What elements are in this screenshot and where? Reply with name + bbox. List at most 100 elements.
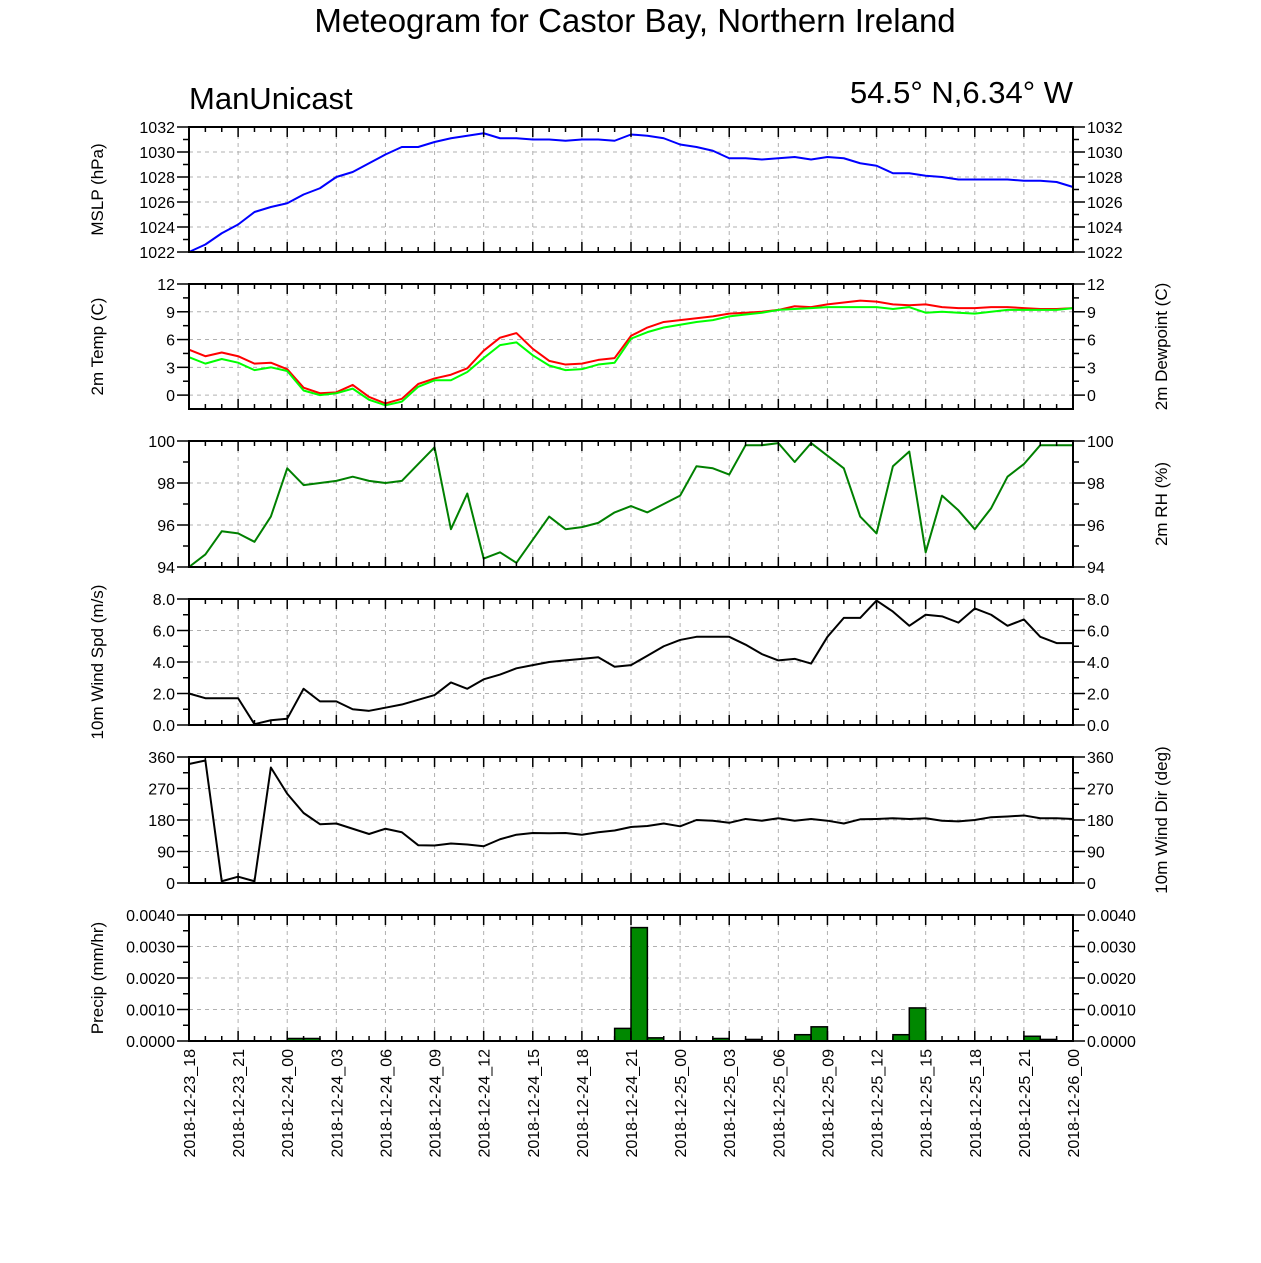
precip-bar [908, 1007, 927, 1042]
y-tick-label-right: 270 [1087, 782, 1114, 799]
y-tick-label-left: 9 [166, 305, 175, 322]
y-tick-label-left: 0.0000 [126, 1034, 175, 1051]
panel-mslp: 1022 1022 1024 1024 1026 1026 1028 1028 1030 1030… [88, 120, 1123, 262]
panel-precip: 0.0000 0.0000 0.0010 0.0010 0.0020 0.0020 0.00… [88, 908, 1136, 1051]
x-tick-label: 2018-12-24_15 [526, 1049, 543, 1158]
y-tick-label-right: 1028 [1087, 170, 1123, 187]
x-tick-label: 2018-12-24_03 [329, 1049, 346, 1158]
y-tick-label-left: 0.0010 [126, 1003, 175, 1020]
y-tick-label-right: 1024 [1087, 220, 1123, 237]
y-tick-label-right: 0.0020 [1087, 971, 1136, 988]
y-tick-label-left: 96 [157, 518, 175, 535]
y-tick-label-left: 3 [166, 360, 175, 377]
panel-wind_speed: 0.0 0.0 2.0 2.0 4.0 4.0 6.0 6.0 8.0 8.0 10m Wind S… [88, 585, 1109, 740]
y-tick-label-left: 360 [148, 750, 175, 767]
y-tick-label-left: 0.0030 [126, 940, 175, 957]
y-tick-label-right: 1032 [1087, 120, 1123, 137]
y-tick-label-left: 1032 [139, 120, 175, 137]
y-axis-label-right: 2m RH (%) [1152, 462, 1171, 546]
y-tick-label-left: 100 [148, 434, 175, 451]
y-tick-label-left: 12 [157, 277, 175, 294]
x-tick-label: 2018-12-25_00 [673, 1049, 690, 1158]
y-tick-label-left: 270 [148, 782, 175, 799]
y-tick-label-left: 2.0 [153, 687, 175, 704]
y-tick-label-left: 8.0 [153, 592, 175, 609]
x-tick-label: 2018-12-24_12 [477, 1049, 494, 1158]
y-tick-label-right: 1030 [1087, 145, 1123, 162]
y-tick-label-right: 2.0 [1087, 687, 1109, 704]
y-tick-label-left: 0.0040 [126, 908, 175, 925]
y-axis-label-left: MSLP (hPa) [88, 143, 107, 235]
x-tick-label: 2018-12-25_09 [820, 1049, 837, 1158]
y-axis-label-left: 2m Temp (C) [88, 298, 107, 396]
y-tick-label-left: 94 [157, 560, 175, 577]
y-tick-label-right: 8.0 [1087, 592, 1109, 609]
rh-series-line-0 [188, 442, 1073, 568]
y-tick-label-left: 1024 [139, 220, 175, 237]
y-tick-label-right: 94 [1087, 560, 1105, 577]
y-tick-label-left: 0 [166, 876, 175, 893]
x-tick-label: 2018-12-25_06 [771, 1049, 788, 1158]
panel-temp: 0 0 3 3 6 6 9 9 12 12 2m Temp (C) 2m Dewpoint (C) [88, 277, 1171, 410]
precip-bar [630, 926, 649, 1042]
y-tick-label-right: 360 [1087, 750, 1114, 767]
x-tick-label: 2018-12-23_18 [182, 1049, 199, 1158]
y-axis-label-right: 10m Wind Dir (deg) [1152, 746, 1171, 893]
y-tick-label-left: 98 [157, 476, 175, 493]
y-tick-label-left: 4.0 [153, 655, 175, 672]
x-tick-label: 2018-12-25_15 [919, 1049, 936, 1158]
y-tick-label-right: 0.0010 [1087, 1003, 1136, 1020]
y-tick-label-right: 9 [1087, 305, 1096, 322]
chart-title: Meteogram for Castor Bay, Northern Irela… [314, 2, 955, 39]
y-tick-label-right: 3 [1087, 360, 1096, 377]
location-coordinates: 54.5° N,6.34° W [850, 75, 1074, 110]
y-tick-label-right: 0.0 [1087, 718, 1109, 735]
y-tick-label-left: 1022 [139, 245, 175, 262]
x-tick-label: 2018-12-25_18 [968, 1049, 985, 1158]
y-tick-label-left: 0.0 [153, 718, 175, 735]
x-tick-label: 2018-12-24_09 [428, 1049, 445, 1158]
wind_dir-series-line-0 [188, 759, 1074, 883]
y-tick-label-left: 180 [148, 813, 175, 830]
y-tick-label-right: 12 [1087, 277, 1105, 294]
precip-bar [613, 1027, 632, 1042]
y-tick-label-left: 90 [157, 845, 175, 862]
y-tick-label-left: 0.0020 [126, 971, 175, 988]
y-tick-label-left: 1028 [139, 170, 175, 187]
x-tick-label: 2018-12-24_00 [280, 1049, 297, 1158]
y-tick-label-left: 6.0 [153, 624, 175, 641]
y-tick-label-right: 0 [1087, 876, 1096, 893]
x-tick-label: 2018-12-24_18 [575, 1049, 592, 1158]
y-tick-label-right: 6 [1087, 333, 1096, 350]
y-axis-label-left: 10m Wind Spd (m/s) [88, 585, 107, 740]
panel-wind_dir: 0 0 90 90 180 180 270 270 360 360 10m Wind Dir (de… [148, 746, 1171, 893]
precip-bar [810, 1026, 829, 1042]
temp-series-line-1 [188, 306, 1074, 407]
y-tick-label-right: 180 [1087, 813, 1114, 830]
x-tick-label: 2018-12-24_21 [624, 1049, 641, 1158]
y-tick-label-right: 0.0040 [1087, 908, 1136, 925]
x-tick-label: 2018-12-25_21 [1017, 1049, 1034, 1158]
y-tick-label-right: 4.0 [1087, 655, 1109, 672]
x-tick-label: 2018-12-25_12 [870, 1049, 887, 1158]
y-tick-label-right: 6.0 [1087, 624, 1109, 641]
y-tick-label-left: 0 [166, 388, 175, 405]
y-tick-label-left: 6 [166, 333, 175, 350]
y-axis-label-right: 2m Dewpoint (C) [1152, 283, 1171, 411]
y-tick-label-right: 90 [1087, 845, 1105, 862]
wind_speed-series-line-0 [188, 599, 1073, 726]
x-tick-label: 2018-12-26_00 [1066, 1049, 1083, 1158]
y-axis-label-left: Precip (mm/hr) [88, 922, 107, 1034]
y-tick-label-right: 0 [1087, 388, 1096, 405]
model-name: ManUnicast [189, 81, 353, 116]
panel-rh: 94 94 96 96 98 98 100 100 2m RH (%) [148, 434, 1171, 577]
y-tick-label-left: 1026 [139, 195, 175, 212]
x-tick-label: 2018-12-23_21 [231, 1049, 248, 1158]
x-tick-label: 2018-12-25_03 [722, 1049, 739, 1158]
y-tick-label-right: 98 [1087, 476, 1105, 493]
y-tick-label-right: 100 [1087, 434, 1114, 451]
x-tick-label: 2018-12-24_06 [378, 1049, 395, 1158]
y-tick-label-left: 1030 [139, 145, 175, 162]
y-tick-label-right: 96 [1087, 518, 1105, 535]
